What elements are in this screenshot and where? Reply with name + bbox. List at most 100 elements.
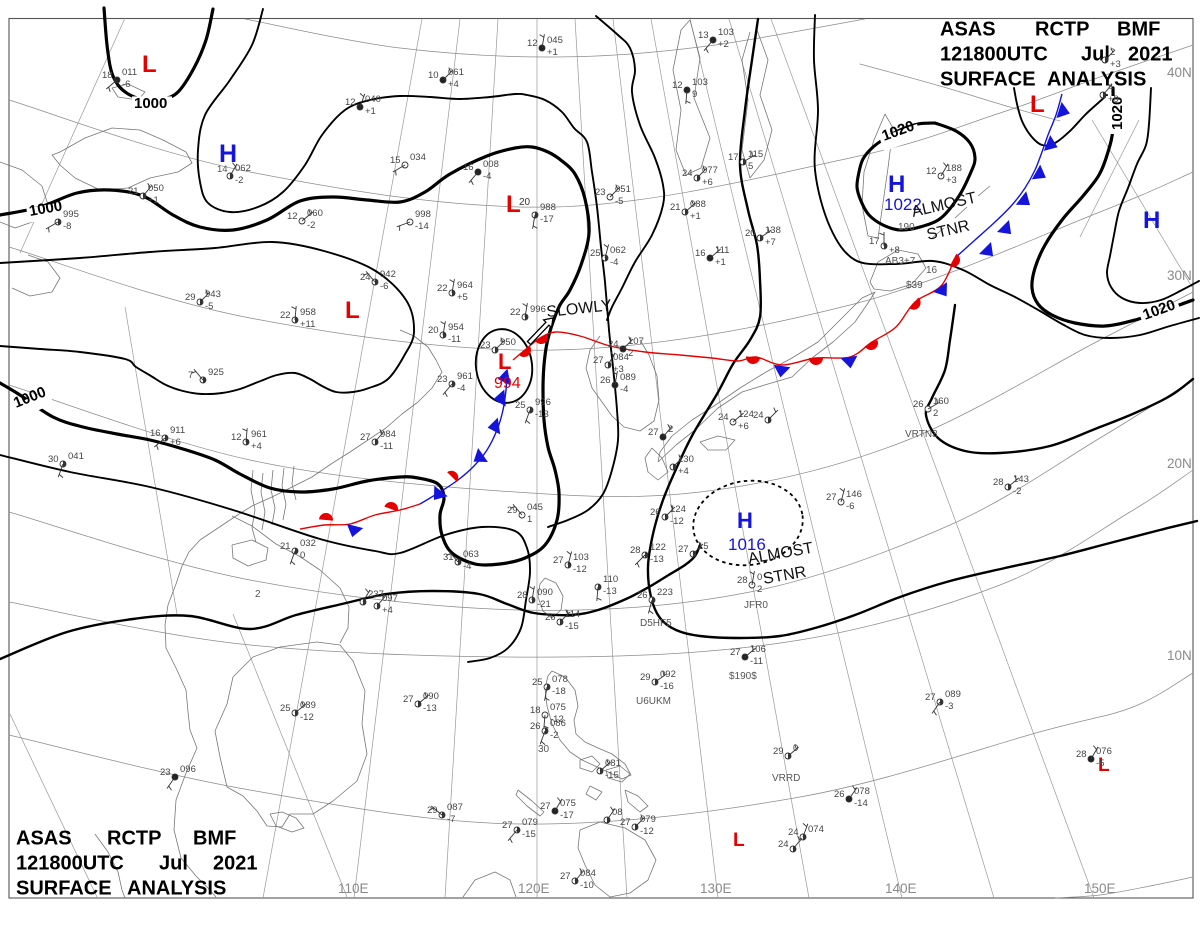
- svg-text:26: 26: [637, 590, 648, 601]
- svg-text:23: 23: [160, 767, 171, 778]
- svg-text:ANALYSIS: ANALYSIS: [1047, 68, 1146, 90]
- svg-text:076: 076: [1096, 746, 1112, 757]
- svg-text:188: 188: [946, 163, 962, 174]
- svg-text:+1: +1: [365, 106, 376, 117]
- svg-text:092: 092: [660, 669, 676, 680]
- svg-text:106: 106: [750, 644, 766, 655]
- svg-text:-6: -6: [846, 501, 854, 512]
- svg-text:961: 961: [457, 371, 473, 382]
- svg-text:ASAS: ASAS: [16, 827, 72, 849]
- svg-text:124: 124: [670, 504, 686, 515]
- svg-text:096: 096: [180, 764, 196, 775]
- svg-text:074: 074: [808, 824, 824, 835]
- svg-text:-10: -10: [580, 880, 594, 891]
- svg-text:+4: +4: [382, 605, 393, 616]
- svg-text:-3: -3: [945, 701, 953, 712]
- svg-text:ASAS: ASAS: [940, 18, 996, 40]
- svg-text:060: 060: [307, 208, 323, 219]
- svg-text:063: 063: [463, 549, 479, 560]
- svg-text:18: 18: [102, 70, 113, 81]
- svg-text:121800UTC: 121800UTC: [16, 852, 124, 874]
- svg-text:28: 28: [517, 590, 528, 601]
- svg-text:088: 088: [690, 199, 706, 210]
- svg-text:27: 27: [403, 694, 414, 705]
- svg-text:-13: -13: [535, 409, 549, 420]
- svg-text:911: 911: [170, 425, 185, 436]
- svg-text:29: 29: [773, 746, 784, 757]
- svg-text:995: 995: [63, 209, 79, 220]
- svg-text:+1: +1: [547, 47, 558, 58]
- svg-text:20: 20: [519, 197, 531, 208]
- svg-text:032: 032: [300, 538, 316, 549]
- svg-text:120E: 120E: [518, 881, 550, 896]
- svg-text:-12: -12: [573, 564, 587, 575]
- svg-text:25: 25: [532, 677, 543, 688]
- svg-text:9: 9: [692, 89, 697, 100]
- svg-text:+11: +11: [300, 319, 315, 330]
- svg-text:045: 045: [527, 502, 543, 513]
- svg-text:16: 16: [926, 265, 938, 276]
- svg-text:160: 160: [933, 396, 949, 407]
- svg-text:24: 24: [682, 168, 693, 179]
- svg-text:-14: -14: [415, 221, 429, 232]
- svg-text:110: 110: [603, 574, 618, 585]
- svg-text:ANALYSIS: ANALYSIS: [127, 877, 226, 899]
- svg-text:089: 089: [300, 700, 316, 711]
- svg-text:+7: +7: [765, 237, 776, 248]
- svg-text:26: 26: [834, 789, 845, 800]
- svg-text:-4: -4: [457, 383, 465, 394]
- svg-text:RCTP: RCTP: [107, 827, 161, 849]
- svg-text:103: 103: [573, 552, 589, 563]
- svg-text:050: 050: [148, 183, 164, 194]
- svg-text:-15: -15: [565, 621, 579, 632]
- svg-text:+6: +6: [738, 421, 749, 432]
- svg-text:114: 114: [565, 609, 580, 620]
- svg-text:23: 23: [595, 187, 606, 198]
- svg-text:27: 27: [925, 692, 936, 703]
- svg-text:40N: 40N: [1167, 65, 1192, 80]
- svg-text:988: 988: [540, 202, 556, 213]
- svg-text:950: 950: [500, 337, 516, 348]
- svg-text:190: 190: [898, 222, 915, 233]
- svg-text:27: 27: [678, 544, 689, 555]
- svg-text:078: 078: [552, 674, 568, 685]
- svg-text:011: 011: [122, 67, 137, 78]
- svg-text:D5HF5: D5HF5: [640, 618, 672, 629]
- svg-text:-14: -14: [854, 798, 868, 809]
- svg-text:27: 27: [560, 871, 571, 882]
- svg-text:984: 984: [380, 429, 396, 440]
- svg-text:+6: +6: [702, 177, 713, 188]
- svg-text:$190$: $190$: [729, 671, 757, 682]
- svg-text:-2: -2: [307, 220, 315, 231]
- svg-text:24: 24: [788, 827, 799, 838]
- svg-text:-4: -4: [610, 257, 618, 268]
- svg-text:26: 26: [600, 375, 611, 386]
- svg-text:-7: -7: [447, 814, 455, 825]
- svg-text:27: 27: [620, 817, 631, 828]
- svg-text:1: 1: [527, 514, 532, 525]
- svg-text:998: 998: [415, 209, 431, 220]
- svg-text:17: 17: [869, 236, 880, 247]
- svg-text:0: 0: [300, 550, 305, 561]
- svg-text:28: 28: [630, 545, 641, 556]
- svg-text:140E: 140E: [885, 881, 917, 896]
- svg-text:20: 20: [745, 228, 756, 239]
- svg-text:VRTN3: VRTN3: [905, 429, 938, 440]
- svg-text:103: 103: [692, 77, 708, 88]
- svg-text:-13: -13: [603, 586, 617, 597]
- svg-text:097: 097: [382, 593, 398, 604]
- svg-text:RCTP: RCTP: [1035, 18, 1089, 40]
- svg-text:-12: -12: [670, 516, 684, 527]
- svg-text:29: 29: [507, 505, 518, 516]
- svg-text:-8: -8: [63, 221, 71, 232]
- svg-text:Jul: Jul: [159, 852, 188, 874]
- svg-text:2: 2: [757, 584, 762, 595]
- svg-text:22: 22: [280, 310, 291, 321]
- svg-text:110E: 110E: [338, 881, 369, 896]
- svg-text:22: 22: [437, 283, 448, 294]
- svg-text:-2: -2: [235, 175, 243, 186]
- svg-text:150E: 150E: [1084, 881, 1116, 896]
- svg-text:27: 27: [553, 555, 564, 566]
- svg-text:27: 27: [593, 355, 604, 366]
- svg-text:-18: -18: [552, 686, 566, 697]
